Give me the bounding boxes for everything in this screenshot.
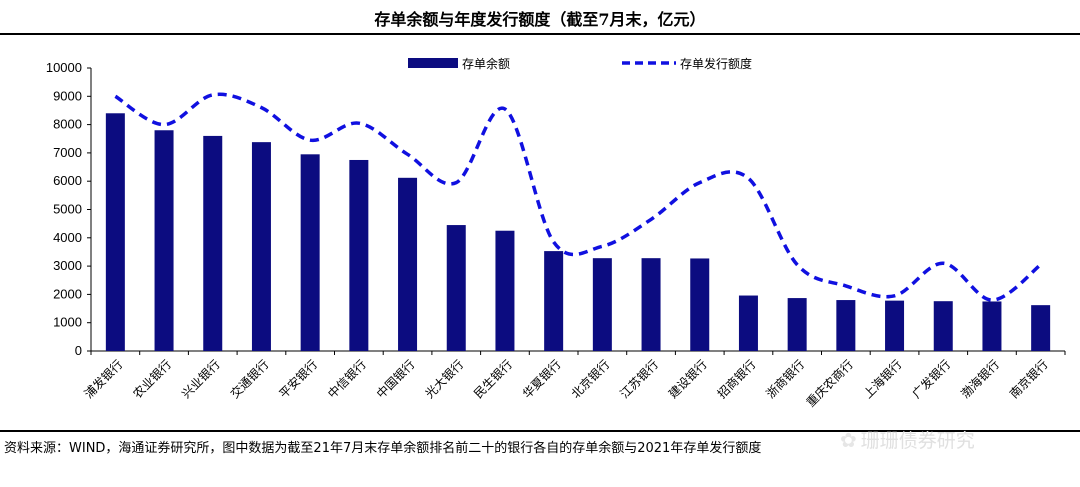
bar	[154, 130, 174, 351]
y-tick-label: 5000	[53, 202, 82, 217]
category-label: 江苏银行	[617, 357, 661, 401]
category-label: 浙商银行	[763, 357, 808, 402]
bar	[885, 300, 905, 351]
bar	[349, 159, 369, 351]
y-tick-label: 6000	[53, 173, 82, 188]
y-tick-label: 0	[75, 343, 82, 358]
issuance-line	[114, 92, 1042, 302]
legend: 存单余额 存单发行额度	[408, 56, 752, 71]
category-label: 招商银行	[714, 357, 759, 402]
category-label: 南京银行	[1006, 357, 1051, 402]
bar-series	[105, 113, 1051, 351]
y-tick-label: 4000	[53, 230, 82, 245]
category-label: 华夏银行	[520, 357, 564, 401]
category-label: 民生银行	[471, 357, 515, 401]
category-label: 农业银行	[130, 357, 174, 401]
top-rule	[0, 33, 1080, 35]
bar	[1031, 305, 1051, 351]
bar	[787, 298, 807, 351]
line-series	[114, 92, 1042, 302]
bar	[398, 177, 418, 351]
watermark-text: 珊珊债券研究	[860, 430, 975, 452]
bar	[641, 258, 661, 351]
bar	[592, 258, 612, 351]
bar	[300, 154, 320, 351]
category-label: 中信银行	[324, 357, 369, 402]
bar	[690, 258, 710, 351]
y-tick-label: 3000	[53, 258, 82, 273]
chart-title: 存单余额与年度发行额度（截至7月末，亿元）	[374, 10, 706, 29]
category-label: 兴业银行	[179, 357, 223, 401]
category-label: 广发银行	[909, 357, 954, 402]
category-label: 交通银行	[227, 357, 272, 402]
y-tick-label: 2000	[53, 286, 82, 301]
y-tick-label: 10000	[46, 60, 82, 75]
y-tick-label: 7000	[53, 145, 82, 160]
category-label: 渤海银行	[958, 357, 1003, 402]
bar	[933, 301, 953, 351]
y-tick-label: 8000	[53, 117, 82, 132]
category-label: 上海银行	[860, 357, 905, 402]
category-label: 建设银行	[666, 357, 710, 401]
source-note: 资料来源：WIND，海通证券研究所，图中数据为截至21年7月末存单余额排名前二十…	[4, 441, 762, 456]
category-label: 平安银行	[276, 357, 321, 402]
wechat-icon: ✿	[840, 427, 857, 452]
bar	[446, 225, 466, 351]
bar	[544, 251, 564, 351]
watermark: ✿ 珊珊债券研究	[840, 426, 975, 453]
category-label: 光大银行	[423, 357, 467, 401]
category-labels: 浦发银行 农业银行 兴业银行 交通银行 平安银行 中信银行 中国银行 光大银行 民生银行 华夏银行…	[81, 357, 1051, 410]
bar	[836, 300, 856, 351]
bar	[203, 135, 223, 351]
bar	[738, 295, 758, 351]
bar	[251, 142, 271, 351]
bar	[495, 230, 515, 351]
y-tick-label: 9000	[53, 88, 82, 103]
legend-line-label: 存单发行额度	[680, 56, 752, 71]
legend-bar-label: 存单余额	[462, 56, 510, 71]
bar	[105, 113, 125, 351]
category-label: 北京银行	[569, 357, 613, 401]
chart: 0 1000 2000 3000 4000 5000 6000 7000 8000 9000 100…	[46, 56, 1066, 410]
category-label: 中国银行	[373, 357, 418, 402]
y-tick-label: 1000	[53, 315, 82, 330]
legend-bar-swatch	[408, 58, 458, 68]
bar	[982, 301, 1002, 351]
bottom-rule	[0, 430, 1080, 432]
category-label: 浦发银行	[81, 357, 126, 402]
category-label: 重庆农商行	[803, 357, 856, 410]
